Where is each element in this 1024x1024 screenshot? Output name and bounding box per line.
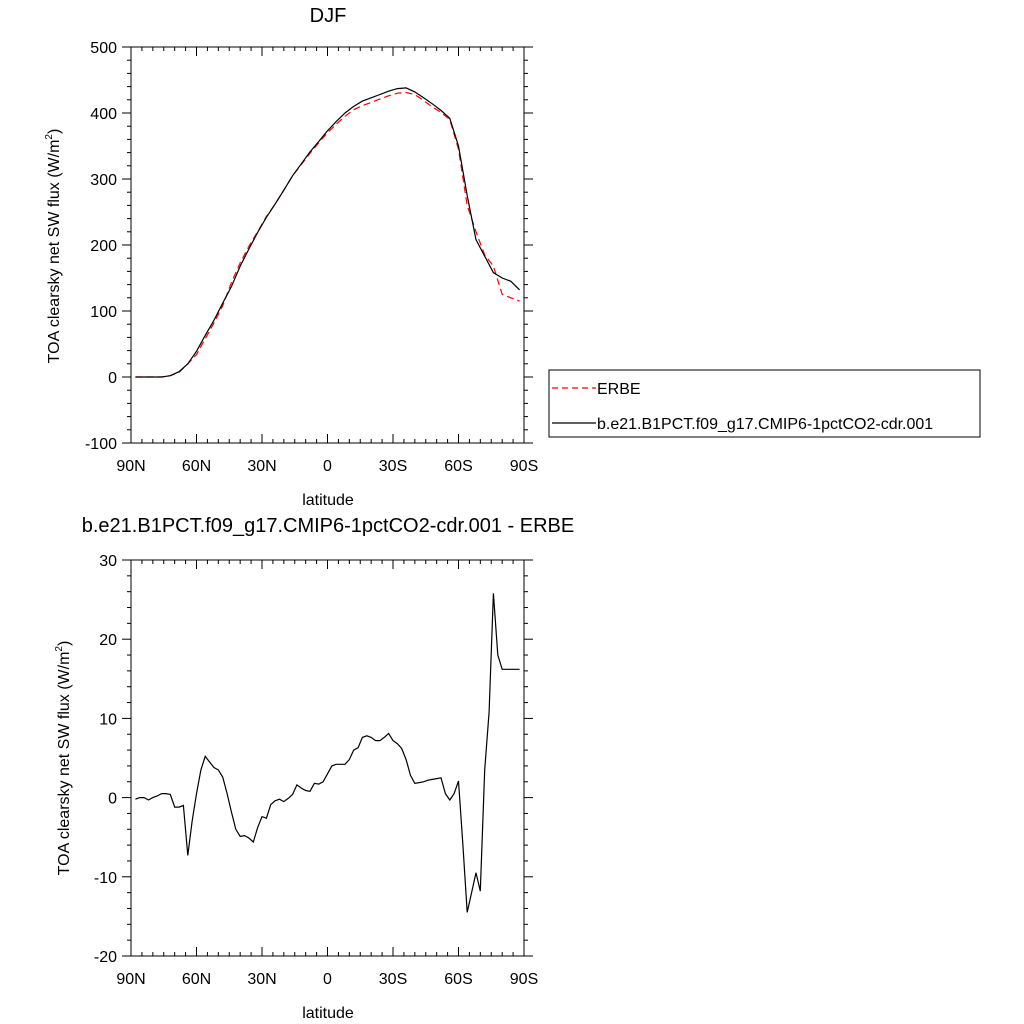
series-line-0-0	[135, 91, 520, 378]
y-tick-label: 100	[90, 304, 117, 321]
x-tick-label: 30S	[379, 971, 407, 988]
bottom-chart-title: b.e21.B1PCT.f09_g17.CMIP6-1pctCO2-cdr.00…	[82, 515, 574, 537]
top-chart-x-label: latitude	[302, 492, 354, 509]
plot-frame	[130, 46, 525, 444]
bottom-chart-x-label: latitude	[302, 1005, 354, 1022]
bottom-chart-y-label-close: )	[56, 641, 73, 646]
bottom-chart-y-label-main: TOA clearsky net SW flux (W/m	[56, 652, 73, 876]
y-tick-label: 30	[99, 553, 117, 570]
top-chart-title: DJF	[310, 5, 347, 27]
x-tick-label: 60S	[444, 458, 472, 475]
legend: ERBE b.e21.B1PCT.f09_g17.CMIP6-1pctCO2-c…	[548, 369, 981, 438]
top-chart-y-label-close: )	[46, 129, 63, 134]
x-tick-label: 30S	[379, 458, 407, 475]
legend-model-label: b.e21.B1PCT.f09_g17.CMIP6-1pctCO2-cdr.00…	[597, 416, 933, 433]
x-tick-label: 60N	[182, 971, 211, 988]
x-tick-label: 30N	[247, 971, 276, 988]
y-tick-label: 20	[99, 632, 117, 649]
x-tick-label: 60N	[182, 458, 211, 475]
y-tick-label: 10	[99, 711, 117, 728]
x-tick-label: 0	[323, 971, 332, 988]
bottom-chart: b.e21.B1PCT.f09_g17.CMIP6-1pctCO2-cdr.00…	[54, 515, 574, 1022]
y-tick-label: 200	[90, 238, 117, 255]
y-tick-label: -10	[94, 870, 117, 887]
top-chart: DJF 90N 60N 30N 0 30S 60S 90S -100 0 100 200 300 400…	[44, 5, 981, 509]
series-line-1-0	[135, 593, 520, 913]
x-tick-label: 0	[323, 458, 332, 475]
y-tick-label: 0	[108, 791, 117, 808]
x-tick-label: 90S	[510, 458, 538, 475]
top-chart-plot-area: 90N 60N 30N 0 30S 60S 90S -100 0 100 200 300 400 500	[85, 40, 538, 475]
top-chart-y-label-exp: 2	[44, 134, 55, 140]
y-tick-label: -100	[85, 436, 117, 453]
plot-frame	[130, 559, 525, 957]
legend-box	[548, 369, 981, 438]
y-tick-label: 300	[90, 172, 117, 189]
series-line-0-1	[135, 87, 521, 378]
x-tick-label: 90S	[510, 971, 538, 988]
x-tick-label: 60S	[444, 971, 472, 988]
bottom-chart-plot-area: 90N 60N 30N 0 30S 60S 90S -20 -10 0 10 20 30	[94, 553, 538, 988]
y-tick-label: -20	[94, 949, 117, 966]
x-tick-label: 30N	[247, 458, 276, 475]
x-tick-label: 90N	[116, 971, 145, 988]
bottom-chart-y-label: TOA clearsky net SW flux (W/m2)	[54, 641, 73, 876]
y-tick-label: 500	[90, 40, 117, 57]
y-tick-label: 400	[90, 106, 117, 123]
x-tick-label: 90N	[116, 458, 145, 475]
top-chart-y-label-main: TOA clearsky net SW flux (W/m	[46, 140, 63, 364]
top-chart-y-label: TOA clearsky net SW flux (W/m2)	[44, 129, 63, 364]
legend-erbe-label: ERBE	[597, 381, 641, 398]
bottom-chart-y-label-exp: 2	[54, 646, 65, 652]
y-tick-label: 0	[108, 370, 117, 387]
